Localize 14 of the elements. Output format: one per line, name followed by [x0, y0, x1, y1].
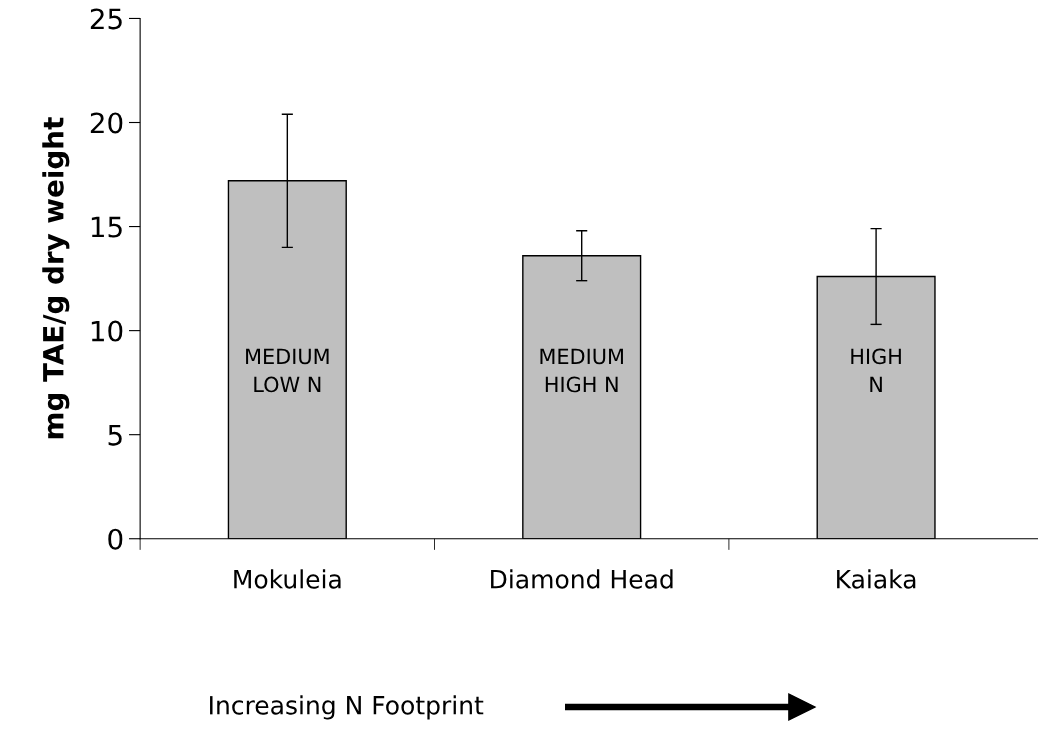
y-tick-label: 5: [108, 424, 122, 446]
x-tick-label: Diamond Head: [491, 569, 673, 589]
annotation: HIGH N: [851, 348, 901, 393]
y-tick-label: 0: [108, 528, 123, 550]
annotation: MEDIUM LOW N: [246, 348, 329, 393]
y-tick-label: 25: [90, 8, 122, 30]
annotation: MEDIUM HIGH N: [540, 348, 623, 393]
y-tick-label: 15: [91, 216, 122, 238]
y-axis-title: mg TAE/g dry weight: [42, 117, 70, 439]
y-tick-label: 20: [90, 112, 123, 134]
x-tick-label: Kaiaka: [837, 569, 916, 589]
y-tick-label: 10: [91, 320, 123, 342]
x-axis-title: Increasing N Footprint: [210, 695, 484, 720]
x-tick-label: Mokuleia: [234, 569, 341, 589]
